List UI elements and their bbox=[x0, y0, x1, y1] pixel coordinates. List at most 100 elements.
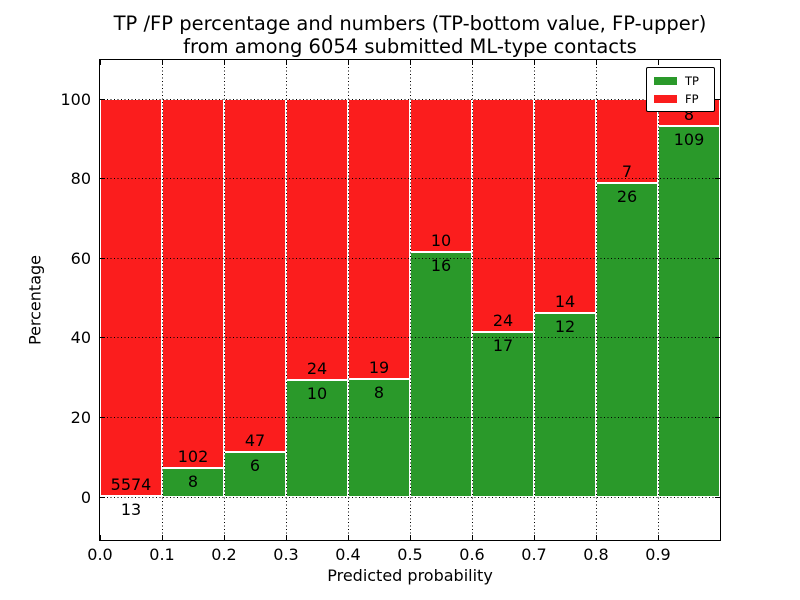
y-tick-label: 80 bbox=[70, 169, 91, 189]
bar-segment-fp bbox=[224, 99, 286, 452]
chart-title: TP /FP percentage and numbers (TP-bottom… bbox=[100, 12, 720, 58]
bar-segment-tp bbox=[596, 183, 658, 497]
y-tickmark-right bbox=[715, 337, 720, 339]
bar-segment-fp bbox=[100, 99, 162, 497]
bar-label-fp: 10 bbox=[430, 231, 452, 251]
y-tick-label: 60 bbox=[70, 248, 91, 268]
y-tickmark-right bbox=[715, 257, 720, 259]
x-tickmark-top bbox=[657, 60, 659, 65]
bar-label-tp: 17 bbox=[492, 335, 514, 355]
legend: TP FP bbox=[646, 67, 715, 112]
bar-label-tp: 8 bbox=[373, 383, 385, 403]
bar-segment-fp bbox=[472, 99, 534, 332]
y-tickmark-left bbox=[100, 257, 105, 259]
y-tickmark-left bbox=[100, 337, 105, 339]
bar-label-tp: 26 bbox=[616, 187, 638, 207]
y-tick-label: 100 bbox=[60, 89, 91, 109]
bar-label-tp: 10 bbox=[306, 383, 328, 403]
x-tickmark-top bbox=[533, 60, 535, 65]
x-tickmark-bottom bbox=[99, 535, 101, 540]
chart-title-line2: from among 6054 submitted ML-type contac… bbox=[183, 34, 637, 58]
x-tick-label: 0.2 bbox=[211, 545, 237, 564]
bar-segment-fp bbox=[286, 99, 348, 380]
x-tickmark-top bbox=[409, 60, 411, 65]
bar-segment-fp bbox=[534, 99, 596, 314]
x-tickmark-bottom bbox=[161, 535, 163, 540]
bar-segment-tp bbox=[348, 379, 410, 497]
y-tickmark-right bbox=[715, 98, 720, 100]
bar-label-fp: 5574 bbox=[110, 475, 152, 495]
x-gridline bbox=[471, 60, 473, 540]
legend-label-fp: FP bbox=[685, 92, 699, 106]
bar-segment-tp bbox=[410, 252, 472, 497]
bar-label-tp: 6 bbox=[249, 455, 261, 475]
y-tickmark-right bbox=[715, 416, 720, 418]
x-tick-label: 0.4 bbox=[335, 545, 361, 564]
x-tick-label: 0.0 bbox=[87, 545, 113, 564]
x-tickmark-top bbox=[471, 60, 473, 65]
y-tickmark-left bbox=[100, 416, 105, 418]
bar-label-tp: 16 bbox=[430, 256, 452, 276]
bar-label-fp: 47 bbox=[244, 430, 266, 450]
bar-label-fp: 7 bbox=[621, 162, 633, 182]
y-tickmark-left bbox=[100, 98, 105, 100]
bar-segment-fp bbox=[410, 99, 472, 253]
x-gridline bbox=[347, 60, 349, 540]
x-tickmark-top bbox=[595, 60, 597, 65]
bar-label-tp: 12 bbox=[554, 317, 576, 337]
y-tick-label: 20 bbox=[70, 407, 91, 427]
x-gridline bbox=[409, 60, 411, 540]
y-tickmark-right bbox=[715, 496, 720, 498]
x-tick-label: 0.5 bbox=[397, 545, 423, 564]
x-tickmark-top bbox=[99, 60, 101, 65]
bar-label-fp: 24 bbox=[492, 310, 514, 330]
legend-swatch-fp-icon bbox=[654, 95, 677, 103]
x-tick-label: 0.6 bbox=[459, 545, 485, 564]
bar-label-fp: 24 bbox=[306, 358, 328, 378]
x-gridline bbox=[285, 60, 287, 540]
legend-label-tp: TP bbox=[685, 74, 699, 88]
x-tickmark-top bbox=[223, 60, 225, 65]
legend-item-tp: TP bbox=[654, 73, 714, 89]
y-tick-label: 40 bbox=[70, 328, 91, 348]
x-tickmark-bottom bbox=[223, 535, 225, 540]
x-tick-label: 0.1 bbox=[149, 545, 175, 564]
x-tick-label: 0.7 bbox=[521, 545, 547, 564]
legend-item-fp: FP bbox=[654, 91, 714, 107]
x-gridline bbox=[595, 60, 597, 540]
x-tick-label: 0.8 bbox=[583, 545, 609, 564]
bar-segment-tp bbox=[286, 379, 348, 497]
bar-label-fp: 102 bbox=[177, 447, 209, 467]
y-tickmark-right bbox=[715, 178, 720, 180]
bar-segment-fp bbox=[162, 99, 224, 469]
x-tick-label: 0.3 bbox=[273, 545, 299, 564]
x-tickmark-bottom bbox=[409, 535, 411, 540]
x-tickmark-top bbox=[161, 60, 163, 65]
bar-segment-tp bbox=[534, 313, 596, 497]
x-gridline bbox=[533, 60, 535, 540]
x-gridline bbox=[223, 60, 225, 540]
x-tickmark-bottom bbox=[657, 535, 659, 540]
bar-segment-tp bbox=[224, 451, 286, 497]
bar-segment-tp bbox=[472, 331, 534, 497]
bar-label-tp: 13 bbox=[120, 500, 142, 520]
bar-label-tp: 8 bbox=[187, 472, 199, 492]
x-tickmark-bottom bbox=[347, 535, 349, 540]
x-axis-label: Predicted probability bbox=[327, 566, 493, 585]
bar-segment-tp bbox=[658, 126, 720, 497]
bar-label-fp: 8 bbox=[683, 105, 695, 125]
y-tickmark-left bbox=[100, 496, 105, 498]
bar-label-tp: 109 bbox=[673, 130, 705, 150]
x-tickmark-bottom bbox=[533, 535, 535, 540]
bar-label-fp: 14 bbox=[554, 292, 576, 312]
y-tick-label: 0 bbox=[80, 487, 91, 507]
chart-title-line1: TP /FP percentage and numbers (TP-bottom… bbox=[113, 12, 707, 35]
x-tickmark-top bbox=[347, 60, 349, 65]
bar-segment-fp bbox=[596, 99, 658, 184]
bar-label-fp: 19 bbox=[368, 358, 390, 378]
y-tickmark-left bbox=[100, 178, 105, 180]
x-tick-label: 0.9 bbox=[645, 545, 671, 564]
x-tickmark-bottom bbox=[471, 535, 473, 540]
x-tickmark-bottom bbox=[595, 535, 597, 540]
